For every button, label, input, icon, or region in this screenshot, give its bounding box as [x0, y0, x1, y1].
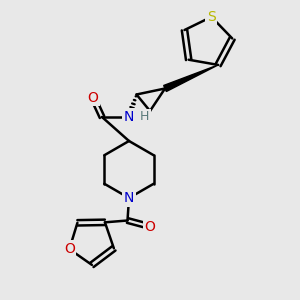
Text: O: O [64, 242, 75, 256]
Polygon shape [164, 65, 218, 92]
Text: O: O [145, 220, 155, 233]
Text: S: S [207, 10, 216, 24]
Text: N: N [124, 110, 134, 124]
Text: H: H [140, 110, 149, 124]
Text: O: O [88, 91, 98, 104]
Text: N: N [124, 191, 134, 205]
